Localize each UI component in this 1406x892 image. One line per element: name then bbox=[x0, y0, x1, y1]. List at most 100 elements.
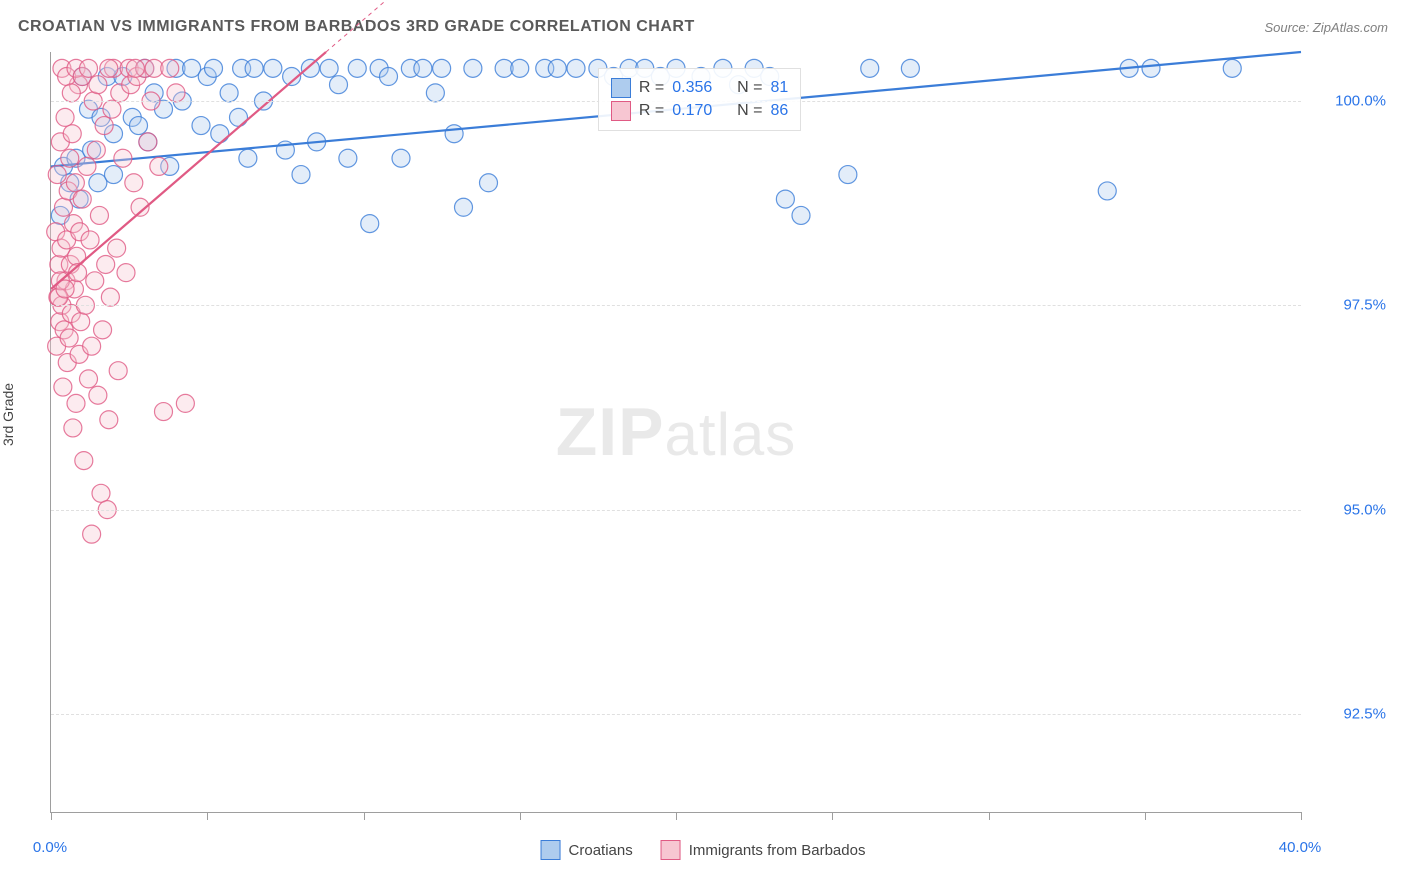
scatter-point bbox=[54, 378, 72, 396]
scatter-point bbox=[72, 313, 90, 331]
series-swatch bbox=[611, 101, 631, 121]
scatter-point bbox=[339, 149, 357, 167]
scatter-point bbox=[105, 166, 123, 184]
stats-r-label: R = bbox=[639, 79, 664, 97]
scatter-point bbox=[176, 394, 194, 412]
legend-swatch bbox=[661, 840, 681, 860]
y-tick-label: 95.0% bbox=[1343, 501, 1386, 518]
scatter-point bbox=[80, 370, 98, 388]
scatter-point bbox=[60, 329, 78, 347]
scatter-point bbox=[511, 59, 529, 77]
scatter-point bbox=[73, 190, 91, 208]
x-tick bbox=[51, 812, 52, 820]
scatter-point bbox=[108, 239, 126, 257]
scatter-point bbox=[61, 149, 79, 167]
scatter-point bbox=[155, 403, 173, 421]
scatter-point bbox=[89, 76, 107, 94]
stats-n-value: 81 bbox=[771, 79, 789, 97]
scatter-point bbox=[75, 452, 93, 470]
scatter-point bbox=[192, 117, 210, 135]
gridline-h bbox=[51, 510, 1301, 511]
scatter-point bbox=[1223, 59, 1241, 77]
stats-box: R =0.356 N =81R =0.170 N =86 bbox=[598, 68, 801, 131]
scatter-point bbox=[117, 264, 135, 282]
scatter-point bbox=[139, 133, 157, 151]
scatter-point bbox=[114, 149, 132, 167]
scatter-point bbox=[455, 198, 473, 216]
y-tick-label: 100.0% bbox=[1335, 93, 1386, 110]
stats-n-label: N = bbox=[737, 102, 762, 120]
scatter-point bbox=[205, 59, 223, 77]
scatter-point bbox=[320, 59, 338, 77]
scatter-point bbox=[480, 174, 498, 192]
scatter-point bbox=[92, 484, 110, 502]
scatter-point bbox=[161, 59, 179, 77]
scatter-point bbox=[87, 141, 105, 159]
scatter-point bbox=[101, 288, 119, 306]
scatter-point bbox=[548, 59, 566, 77]
scatter-point bbox=[100, 59, 118, 77]
scatter-point bbox=[464, 59, 482, 77]
scatter-point bbox=[90, 206, 108, 224]
scatter-point bbox=[89, 386, 107, 404]
plot-svg bbox=[51, 52, 1301, 812]
scatter-point bbox=[83, 337, 101, 355]
scatter-point bbox=[445, 125, 463, 143]
series-swatch bbox=[611, 78, 631, 98]
x-tick-label: 0.0% bbox=[33, 839, 67, 856]
scatter-point bbox=[414, 59, 432, 77]
scatter-point bbox=[239, 149, 257, 167]
legend-item: Croatians bbox=[541, 840, 633, 860]
scatter-point bbox=[95, 117, 113, 135]
scatter-point bbox=[103, 100, 121, 118]
scatter-point bbox=[567, 59, 585, 77]
plot-area: ZIPatlas R =0.356 N =81R =0.170 N =86 bbox=[50, 52, 1301, 813]
legend-item: Immigrants from Barbados bbox=[661, 840, 866, 860]
chart-title: CROATIAN VS IMMIGRANTS FROM BARBADOS 3RD… bbox=[18, 18, 695, 36]
legend-label: Croatians bbox=[569, 842, 633, 859]
scatter-point bbox=[1142, 59, 1160, 77]
scatter-point bbox=[62, 84, 80, 102]
scatter-point bbox=[150, 157, 168, 175]
x-tick bbox=[520, 812, 521, 820]
scatter-point bbox=[167, 84, 185, 102]
scatter-point bbox=[230, 108, 248, 126]
scatter-point bbox=[1098, 182, 1116, 200]
scatter-point bbox=[126, 59, 144, 77]
x-tick bbox=[676, 812, 677, 820]
gridline-h bbox=[51, 714, 1301, 715]
scatter-point bbox=[776, 190, 794, 208]
scatter-point bbox=[125, 174, 143, 192]
y-tick-label: 97.5% bbox=[1343, 297, 1386, 314]
stats-row: R = 0.170 N = 86 bbox=[611, 101, 788, 121]
scatter-point bbox=[861, 59, 879, 77]
scatter-point bbox=[211, 125, 229, 143]
x-tick bbox=[1301, 812, 1302, 820]
scatter-point bbox=[839, 166, 857, 184]
scatter-point bbox=[67, 394, 85, 412]
scatter-point bbox=[361, 215, 379, 233]
scatter-point bbox=[380, 68, 398, 86]
x-tick bbox=[207, 812, 208, 820]
scatter-point bbox=[94, 321, 112, 339]
scatter-point bbox=[100, 411, 118, 429]
scatter-point bbox=[901, 59, 919, 77]
scatter-point bbox=[86, 272, 104, 290]
x-tick-label: 40.0% bbox=[1279, 839, 1322, 856]
scatter-point bbox=[392, 149, 410, 167]
scatter-point bbox=[83, 525, 101, 543]
scatter-point bbox=[66, 174, 84, 192]
stats-r-value: 0.170 bbox=[672, 102, 712, 120]
chart-container: CROATIAN VS IMMIGRANTS FROM BARBADOS 3RD… bbox=[0, 0, 1406, 892]
scatter-point bbox=[426, 84, 444, 102]
scatter-point bbox=[55, 198, 73, 216]
stats-r-label: R = bbox=[639, 102, 664, 120]
scatter-point bbox=[56, 108, 74, 126]
scatter-point bbox=[348, 59, 366, 77]
x-tick bbox=[1145, 812, 1146, 820]
scatter-point bbox=[63, 125, 81, 143]
stats-n-value: 86 bbox=[771, 102, 789, 120]
scatter-point bbox=[109, 362, 127, 380]
y-tick-label: 92.5% bbox=[1343, 705, 1386, 722]
scatter-point bbox=[220, 84, 238, 102]
